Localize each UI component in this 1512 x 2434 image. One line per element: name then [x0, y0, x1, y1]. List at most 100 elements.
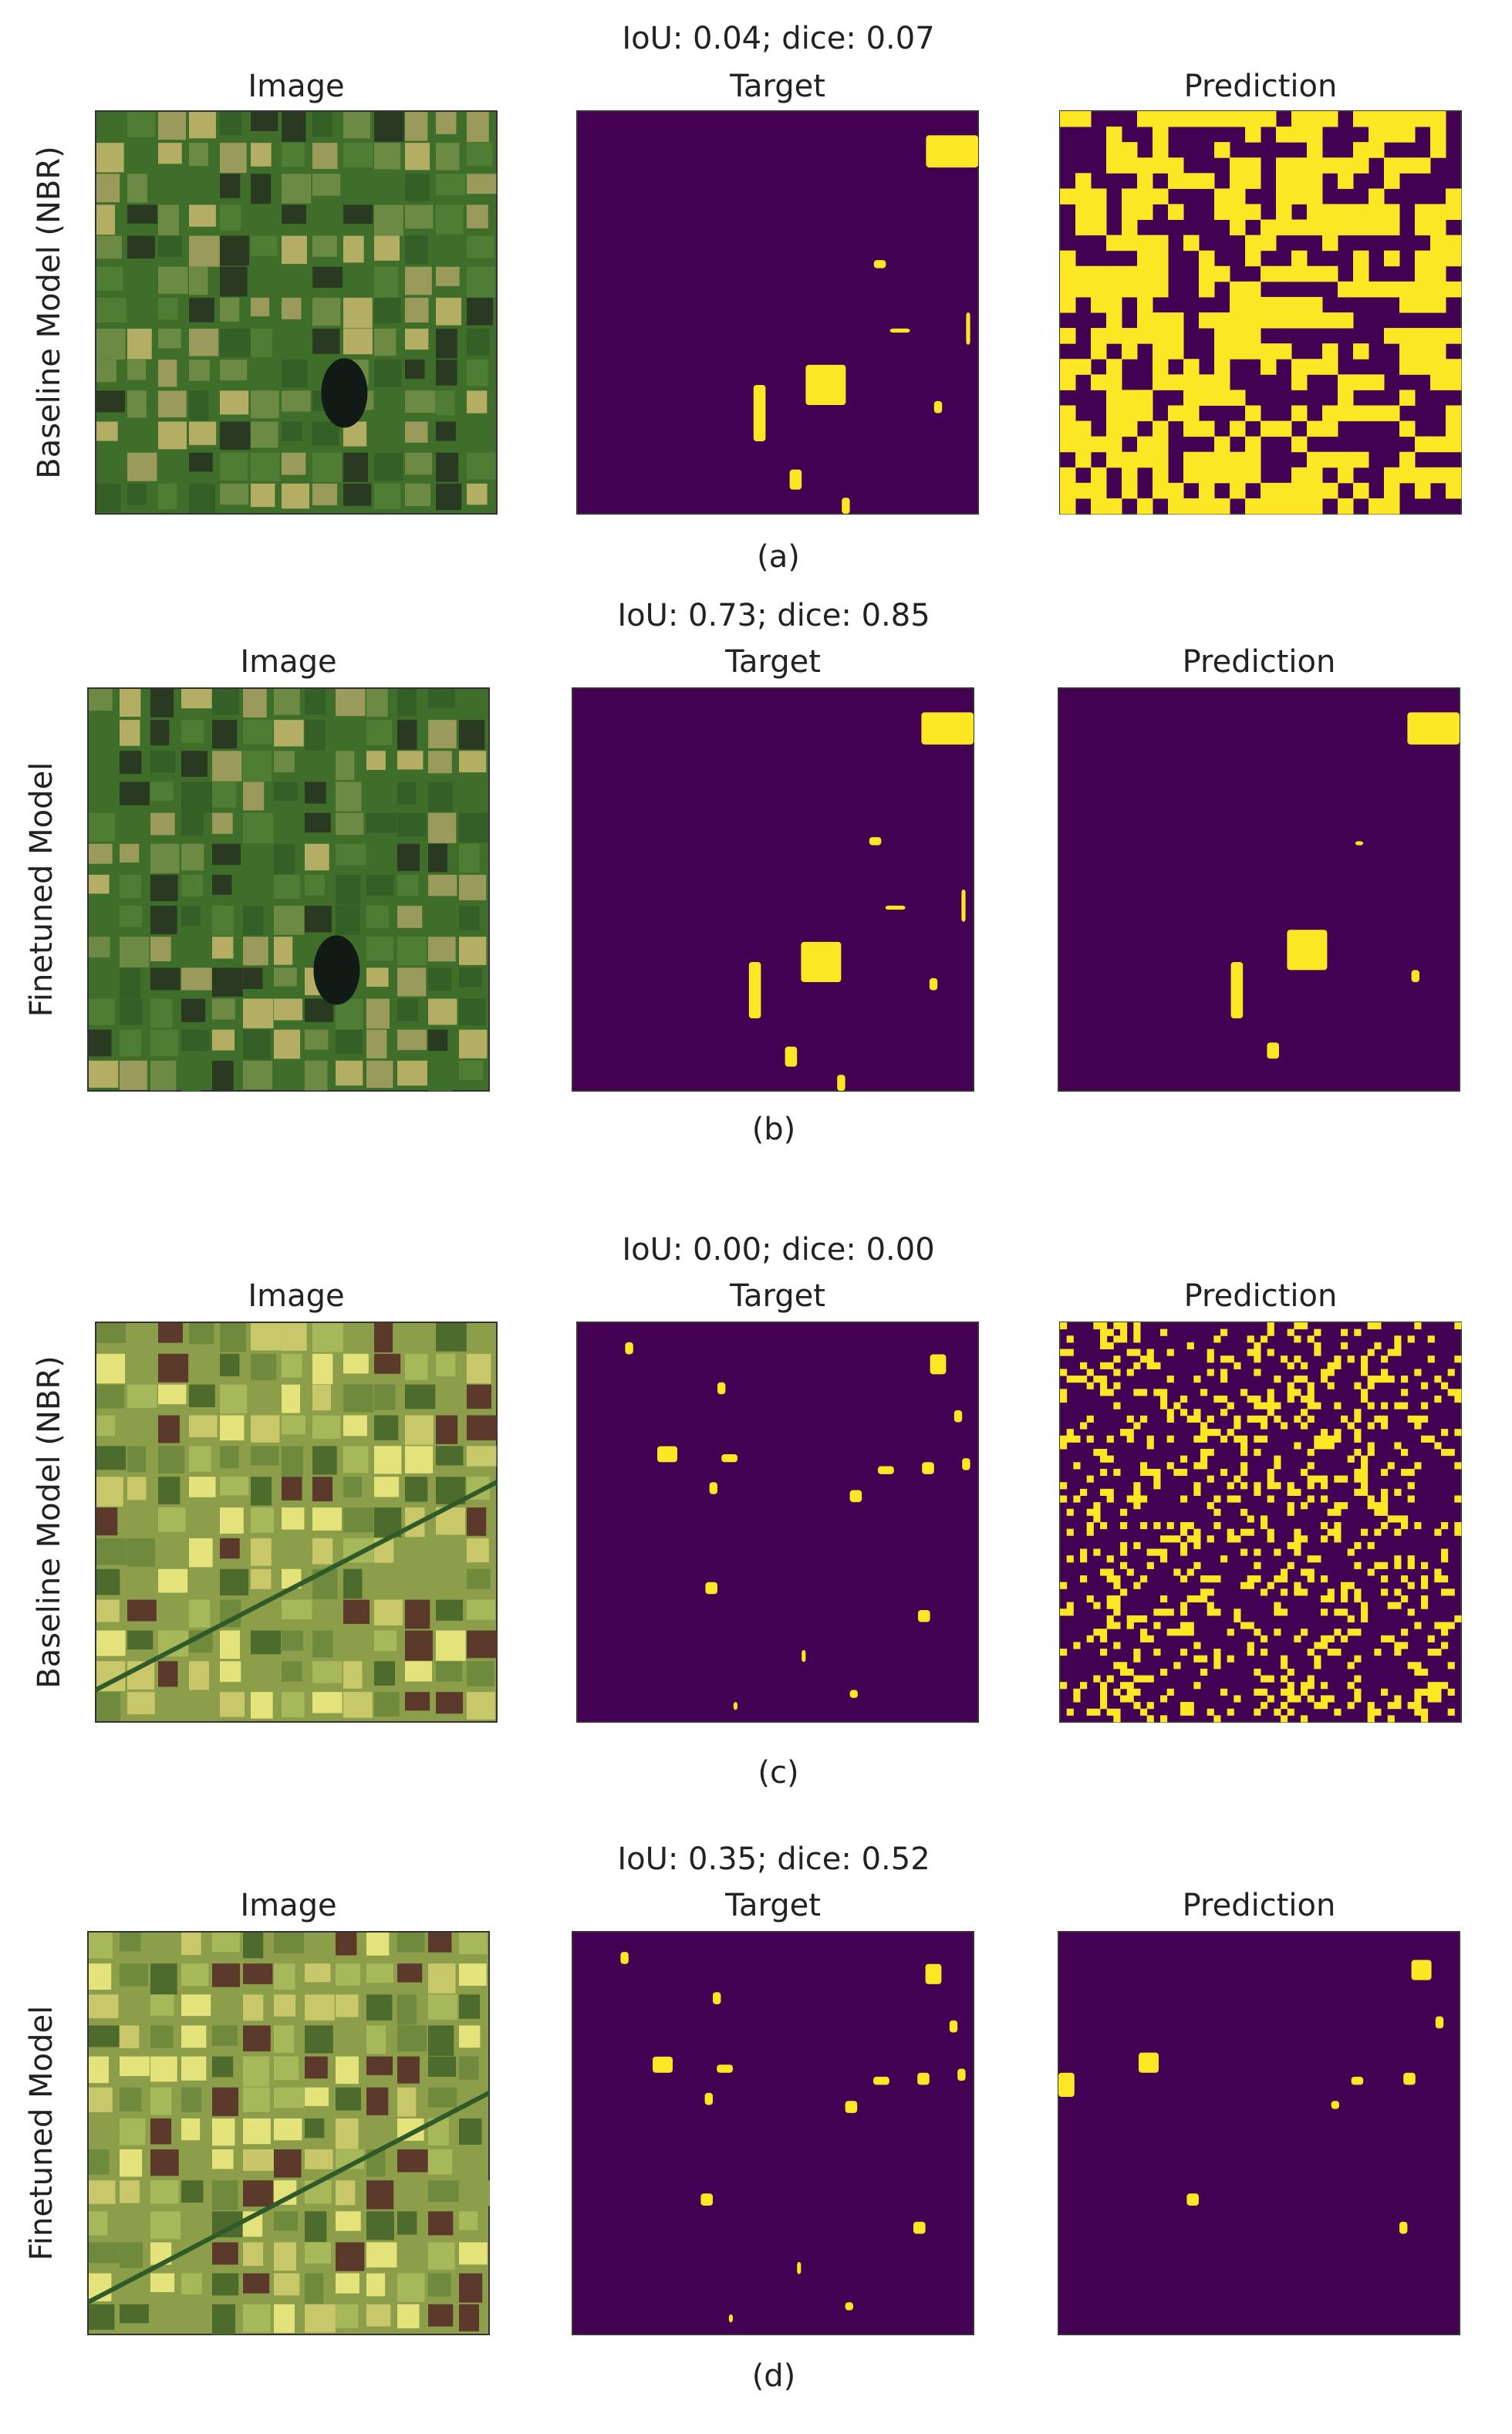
- target-blob: [949, 2020, 958, 2033]
- prediction-blob: [1434, 1395, 1442, 1403]
- prediction-blob: [1091, 328, 1107, 344]
- image-patch: [243, 1060, 273, 1090]
- prediction-blob: [1334, 1429, 1342, 1436]
- image-patch: [189, 1692, 209, 1711]
- prediction-blob: [1387, 1715, 1395, 1723]
- prediction-blob: [1091, 265, 1107, 282]
- image-patch: [312, 297, 341, 326]
- image-patch: [282, 204, 306, 224]
- image-patch: [127, 1477, 147, 1501]
- prediction-blob: [1153, 1622, 1161, 1629]
- prediction-blob: [1146, 1715, 1154, 1723]
- image-patch: [305, 2087, 329, 2106]
- prediction-blob: [1321, 1535, 1328, 1543]
- image-patch: [467, 143, 493, 166]
- prediction-blob: [1361, 1475, 1369, 1483]
- image-patch: [96, 360, 116, 383]
- image-patch: [220, 1568, 249, 1596]
- image-patch: [282, 360, 308, 388]
- prediction-blob: [1314, 1342, 1321, 1350]
- prediction-blob: [1291, 173, 1308, 189]
- image-patch: [127, 1353, 156, 1382]
- prediction-blob: [1301, 1535, 1308, 1543]
- prediction-blob: [1430, 328, 1446, 344]
- image-patch: [89, 1029, 112, 1057]
- prediction-blob: [1415, 467, 1431, 484]
- prediction-blob: [1240, 1548, 1248, 1556]
- prediction-blob: [1106, 142, 1122, 158]
- prediction-blob: [1245, 235, 1261, 252]
- prediction-blob: [1137, 328, 1153, 344]
- prediction-blob: [1321, 1522, 1328, 1530]
- prediction-blob: [1394, 1442, 1402, 1450]
- prediction-blob: [1291, 188, 1308, 204]
- prediction-blob: [1200, 1429, 1208, 1436]
- image-patch: [467, 390, 488, 414]
- column-title: Image: [248, 69, 344, 104]
- prediction-blob: [1247, 1582, 1254, 1589]
- prediction-blob: [1066, 1376, 1074, 1383]
- prediction-blob: [1384, 328, 1400, 344]
- prediction-blob: [1106, 1575, 1114, 1583]
- prediction-blob: [1093, 1515, 1101, 1523]
- image-patch: [336, 2025, 366, 2056]
- prediction-blob: [1140, 1675, 1148, 1683]
- prediction-blob: [1133, 1322, 1141, 1330]
- image-patch: [150, 1060, 177, 1091]
- target-blob: [889, 328, 910, 333]
- prediction-blob: [1435, 2016, 1444, 2029]
- prediction-blob: [1173, 1402, 1181, 1409]
- prediction-blob: [1381, 1402, 1389, 1409]
- prediction-blob: [1200, 1588, 1208, 1596]
- prediction-blob: [1261, 219, 1277, 236]
- prediction-blob: [1415, 250, 1431, 267]
- prediction-blob: [1113, 1708, 1121, 1716]
- image-patch: [366, 751, 386, 771]
- image-patch: [467, 1507, 487, 1536]
- prediction-blob: [1199, 390, 1215, 406]
- prediction-blob: [1106, 390, 1122, 406]
- image-patch: [436, 421, 457, 441]
- prediction-blob: [1183, 173, 1200, 189]
- prediction-blob: [1146, 1702, 1154, 1710]
- image-patch: [366, 1060, 393, 1089]
- prediction-blob: [1354, 1588, 1362, 1596]
- prediction-blob: [1254, 1488, 1261, 1496]
- prediction-blob: [1207, 1535, 1214, 1543]
- image-patch: [189, 297, 214, 322]
- prediction-blob: [1140, 1495, 1148, 1503]
- image-patch: [158, 143, 182, 164]
- image-patch: [220, 329, 251, 357]
- image-patch: [459, 1060, 484, 1081]
- image-patch: [366, 720, 393, 745]
- image-patch: [243, 937, 268, 966]
- prediction-blob: [1347, 1422, 1355, 1430]
- image-patch: [251, 483, 275, 508]
- prediction-blob: [1153, 1362, 1161, 1369]
- prediction-blob: [1314, 1555, 1321, 1563]
- prediction-blob: [1160, 1535, 1168, 1543]
- image-patch: [428, 2304, 454, 2327]
- prediction-blob: [1153, 451, 1169, 468]
- image-patch: [89, 689, 113, 711]
- prediction-blob: [1075, 281, 1092, 298]
- prediction-blob: [1247, 1415, 1254, 1423]
- prediction-blob: [1133, 1422, 1141, 1430]
- prediction-blob: [1240, 1582, 1248, 1589]
- prediction-blob: [1214, 498, 1230, 515]
- prediction-blob: [1183, 235, 1200, 252]
- target-blob: [845, 2302, 853, 2311]
- prediction-blob: [1281, 1655, 1288, 1663]
- prediction-blob: [1314, 1655, 1321, 1663]
- prediction-blob: [1137, 451, 1153, 468]
- image-patch: [127, 483, 147, 505]
- prediction-blob: [1307, 1402, 1315, 1409]
- prediction-blob: [1415, 111, 1431, 127]
- prediction-blob: [1113, 1402, 1121, 1409]
- image-patch: [89, 2025, 120, 2047]
- prediction-blob: [1291, 157, 1308, 174]
- image-patch: [274, 2056, 299, 2081]
- prediction-blob: [1322, 343, 1338, 360]
- prediction-blob: [1384, 127, 1400, 143]
- prediction-blob: [1230, 451, 1246, 468]
